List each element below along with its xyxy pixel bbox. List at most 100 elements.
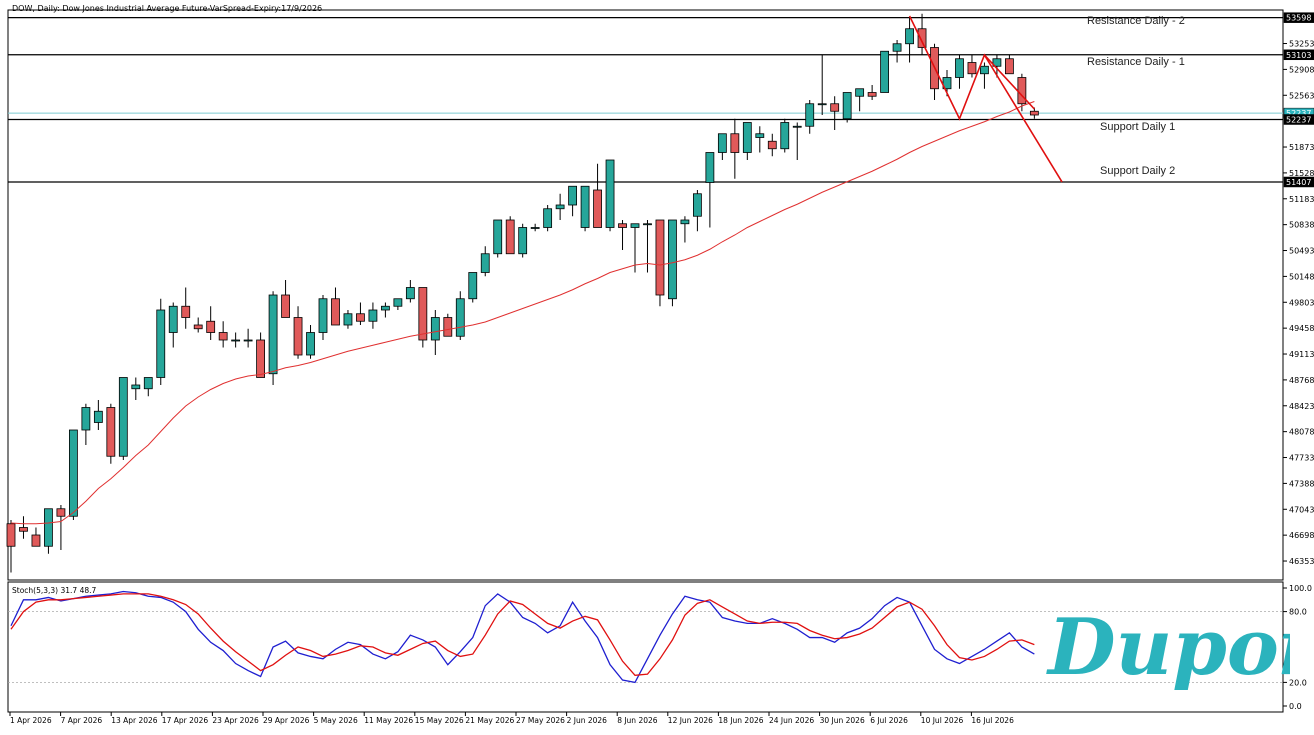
price-tick-label: 46353 xyxy=(1289,557,1314,566)
candle-body xyxy=(56,508,66,517)
candle-body xyxy=(817,103,827,106)
candle xyxy=(780,118,790,153)
price-tick-label: 51183 xyxy=(1289,195,1314,204)
price-tick-label: 52908 xyxy=(1289,65,1314,74)
support-2-badge xyxy=(1283,176,1314,188)
candle-body xyxy=(668,219,677,300)
candle-body xyxy=(331,298,340,326)
candle-body xyxy=(156,309,166,378)
candle xyxy=(518,223,528,258)
support-2-label: Support Daily 2 xyxy=(1100,165,1176,177)
candle xyxy=(106,403,116,464)
candle xyxy=(393,298,403,310)
candle xyxy=(580,185,590,232)
date-tick-label: 1 Apr 2026 xyxy=(10,716,52,725)
candle xyxy=(44,508,53,554)
date-axis: 1 Apr 2026 7 Apr 2026 13 Apr 2026 17 Apr 20… xyxy=(9,712,1014,725)
main-panel xyxy=(7,9,1284,713)
candle-body xyxy=(767,140,777,150)
candle xyxy=(792,122,802,160)
candle-body xyxy=(842,92,852,120)
candle xyxy=(705,152,715,228)
candle-body xyxy=(643,223,652,226)
candle-body xyxy=(917,28,927,48)
candle-body xyxy=(580,185,590,228)
candle-body xyxy=(143,377,153,390)
candle-body xyxy=(31,534,41,547)
date-tick-label: 11 May 2026 xyxy=(364,716,413,725)
date-tick-label: 7 Apr 2026 xyxy=(61,716,103,725)
candle-body xyxy=(118,377,128,457)
price-tick-label: 49113 xyxy=(1289,350,1314,359)
candle-body xyxy=(69,429,78,517)
candle-body xyxy=(243,339,253,342)
support-1-badge xyxy=(1283,114,1314,125)
candle-body xyxy=(967,62,977,75)
candle xyxy=(268,291,278,385)
candle-body xyxy=(543,208,553,228)
candle xyxy=(118,377,128,460)
candle-body xyxy=(44,508,53,547)
candle-body xyxy=(980,65,989,75)
candle xyxy=(318,295,328,340)
candle-body xyxy=(730,133,740,153)
trendlines xyxy=(908,15,1063,183)
level-lines xyxy=(8,16,1283,183)
candle xyxy=(992,55,1002,78)
candle xyxy=(231,332,241,348)
candle xyxy=(281,280,290,318)
stochastic-title: Stoch(5,3,3) 31.7 48.7 xyxy=(12,586,97,595)
candle-body xyxy=(780,122,790,150)
chart-symbol-title: DOW, Daily: Dow Jones Industrial Average… xyxy=(12,4,323,13)
date-tick-label: 15 May 2026 xyxy=(415,716,464,725)
candle xyxy=(855,88,865,112)
moving-average xyxy=(10,101,1035,525)
candle xyxy=(31,527,41,547)
date-tick-label: 13 Apr 2026 xyxy=(111,716,158,725)
candle xyxy=(6,520,16,573)
candle xyxy=(618,220,627,250)
candle xyxy=(256,332,266,378)
support-1-badge-label: 52237 xyxy=(1286,116,1311,125)
stoch-k-line xyxy=(10,590,1035,684)
support-2-badge-label: 51407 xyxy=(1286,178,1311,187)
date-tick-label: 6 Jul 2026 xyxy=(870,716,908,725)
candle-body xyxy=(792,125,802,128)
candle xyxy=(917,13,927,55)
date-tick-label: 18 Jun 2026 xyxy=(718,716,763,725)
candle xyxy=(905,17,914,63)
candle xyxy=(405,280,415,303)
candle-body xyxy=(618,223,627,228)
candle-body xyxy=(505,219,515,255)
candle-body xyxy=(693,193,702,217)
candle xyxy=(368,302,378,329)
candle xyxy=(81,403,91,445)
candle-body xyxy=(6,523,16,547)
candle-body xyxy=(992,58,1002,67)
candlesticks xyxy=(6,13,1039,573)
candle-body xyxy=(855,88,865,97)
candle xyxy=(293,306,303,359)
candle xyxy=(630,223,640,273)
candle-body xyxy=(755,133,765,138)
candle-body xyxy=(530,227,540,229)
candle-body xyxy=(356,313,365,322)
candle xyxy=(455,291,465,340)
candle xyxy=(605,159,615,232)
candle-body xyxy=(218,332,228,341)
candle-body xyxy=(281,294,290,318)
resistance-1-badge xyxy=(1283,49,1314,61)
resistance-1-badge-label: 53103 xyxy=(1286,51,1311,60)
candle xyxy=(693,190,702,232)
stochastic-panel: 100.0 80.0 20.0 0.0 xyxy=(8,584,1312,711)
price-tick-label: 49458 xyxy=(1289,324,1314,333)
logo-text: Dupoin xyxy=(1046,602,1290,693)
date-tick-label: 8 Jun 2026 xyxy=(617,716,658,725)
candle-body xyxy=(206,320,216,333)
candle xyxy=(181,287,191,329)
date-tick-label: 29 Apr 2026 xyxy=(263,716,310,725)
resistance-2-label: Resistance Daily - 2 xyxy=(1087,15,1185,27)
price-tick-label: 52563 xyxy=(1289,91,1314,100)
date-tick-label: 17 Apr 2026 xyxy=(162,716,209,725)
